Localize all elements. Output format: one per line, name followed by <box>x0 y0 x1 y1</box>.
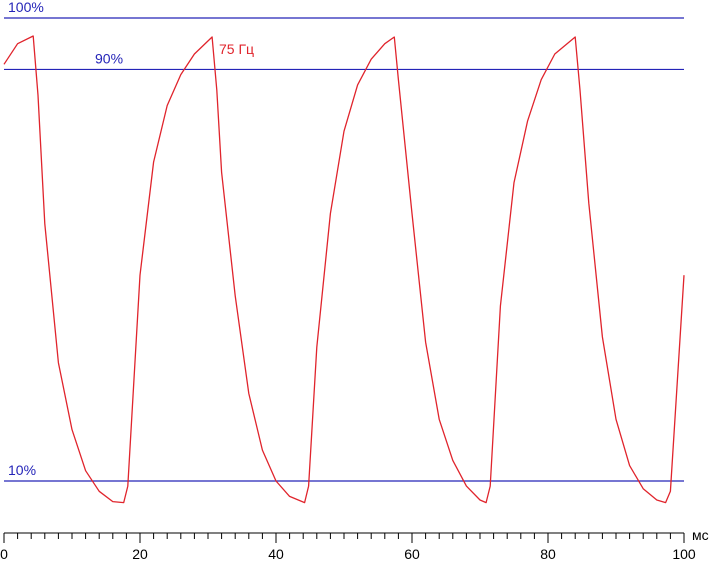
reference-lines: 100% 90% 10% <box>4 0 684 482</box>
series-layer: 75 Гц <box>3 35 685 504</box>
x-axis: 0 20 40 60 80 100 мс <box>0 527 709 561</box>
reference-label-90pct: 90% <box>95 50 123 66</box>
reference-label-100pct: 100% <box>8 0 44 15</box>
x-tick-label: 40 <box>268 546 284 561</box>
x-axis-unit: мс <box>692 527 709 543</box>
x-tick-label: 20 <box>132 546 148 561</box>
series-label: 75 Гц <box>219 41 254 57</box>
x-tick-label: 80 <box>540 546 556 561</box>
x-tick-label: 100 <box>672 546 696 561</box>
x-tick-label: 0 <box>0 546 8 561</box>
series-line <box>3 35 685 504</box>
reference-label-10pct: 10% <box>8 462 36 478</box>
x-tick-label: 60 <box>404 546 420 561</box>
